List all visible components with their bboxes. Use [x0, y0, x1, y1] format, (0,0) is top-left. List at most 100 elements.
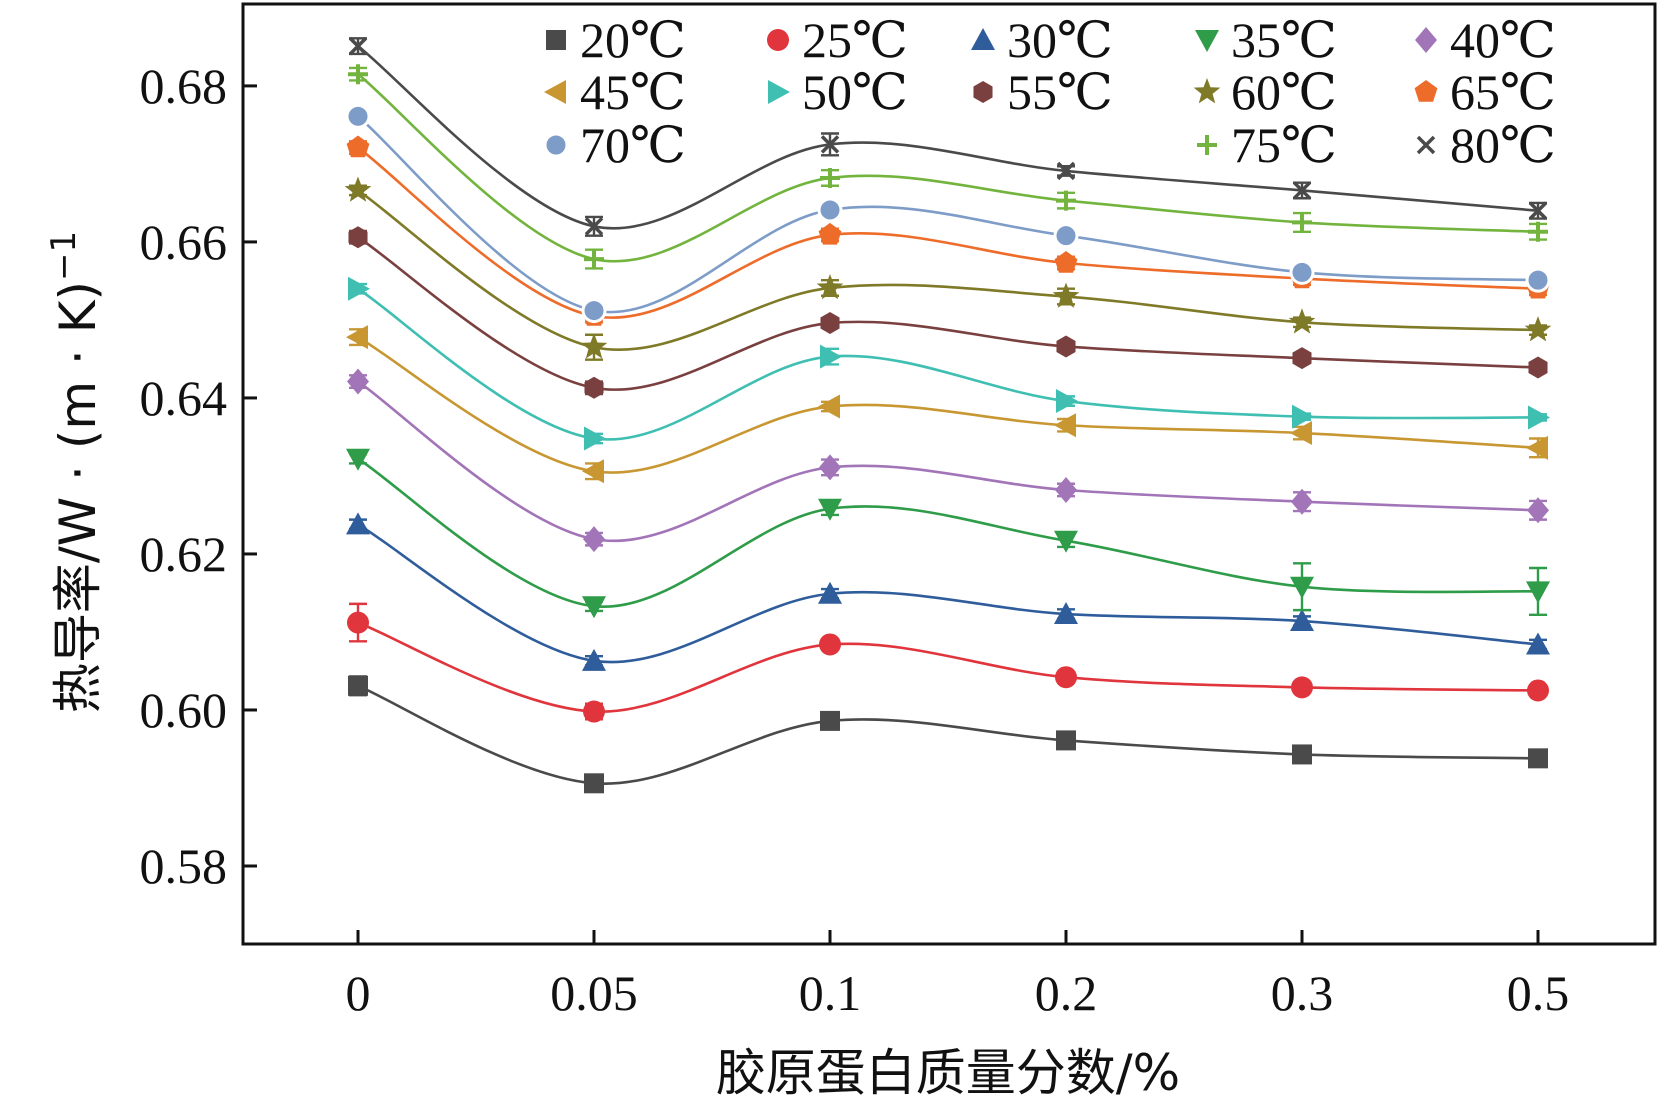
data-point [1292, 212, 1312, 233]
data-point [1055, 666, 1077, 689]
legend-marker [543, 132, 569, 158]
series-20℃ [348, 675, 1548, 794]
series-line [357, 115, 1539, 314]
data-point [1292, 181, 1312, 200]
legend-item: 65℃ [1414, 64, 1556, 120]
data-point [1528, 201, 1548, 220]
data-point [1292, 404, 1314, 429]
data-point [816, 273, 844, 300]
x-axis: 0 0.05 0.1 0.2 0.3 0.5 [346, 930, 1569, 1021]
legend-item: 45℃ [544, 64, 686, 120]
data-point [818, 498, 842, 521]
legend-marker [1415, 27, 1437, 53]
series-55℃ [348, 226, 1548, 399]
legend-marker [767, 29, 789, 51]
data-point [1056, 389, 1078, 414]
data-point [1052, 282, 1080, 308]
x-tick-label: 0 [346, 965, 371, 1021]
y-axis: 0.58 0.60 0.62 0.64 0.66 0.68 [140, 58, 257, 894]
data-point [819, 454, 841, 481]
legend-marker [1414, 80, 1438, 102]
legend-label: 60℃ [1231, 64, 1337, 120]
data-point [1288, 308, 1316, 334]
series-line [357, 684, 1539, 785]
legend-label: 75℃ [1231, 117, 1337, 173]
legend-item: 80℃ [1416, 117, 1556, 173]
data-point [348, 36, 368, 56]
legend-label: 70℃ [580, 117, 686, 173]
data-point [820, 312, 840, 335]
data-point [1054, 250, 1078, 273]
data-point [818, 581, 842, 604]
legend-label: 25℃ [802, 12, 908, 68]
y-axis-title-superscript: −1 [44, 231, 84, 281]
data-point [583, 526, 605, 553]
series-50℃ [348, 276, 1550, 451]
y-tick-label: 0.60 [140, 682, 228, 738]
x-axis-title: 胶原蛋白质量分数/% [716, 1044, 1180, 1102]
series-40℃ [347, 368, 1549, 553]
data-point [346, 135, 370, 158]
data-point [818, 222, 842, 245]
y-tick-label: 0.68 [140, 58, 228, 114]
data-point [1056, 190, 1076, 211]
data-point [347, 611, 369, 634]
series-30℃ [346, 512, 1550, 671]
series-line [357, 287, 1539, 441]
series-75℃ [348, 64, 1548, 270]
legend-marker [1197, 135, 1217, 155]
data-point [1526, 632, 1550, 655]
data-point [1526, 435, 1548, 460]
series-line [357, 457, 1539, 608]
data-point [581, 298, 607, 324]
legend-item: 20℃ [546, 12, 686, 68]
data-point [1528, 405, 1550, 430]
data-point [1289, 259, 1315, 285]
series-line [357, 380, 1539, 543]
data-point [818, 394, 840, 419]
data-point [1290, 421, 1312, 446]
x-tick-label: 0.2 [1035, 965, 1098, 1021]
data-point [584, 376, 604, 399]
series-70℃ [345, 103, 1551, 324]
legend-item: 60℃ [1193, 64, 1337, 120]
data-point [580, 333, 608, 359]
data-point [1525, 267, 1551, 293]
data-point [583, 700, 605, 723]
data-point [1292, 347, 1312, 370]
data-point [582, 459, 604, 484]
data-point [1056, 335, 1076, 358]
legend-item: 75℃ [1197, 117, 1337, 173]
series-65℃ [346, 135, 1550, 326]
series-45℃ [346, 325, 1548, 484]
data-point [1290, 609, 1314, 632]
legend-marker [544, 80, 566, 104]
series-line [357, 621, 1539, 713]
legend-label: 45℃ [580, 64, 686, 120]
data-point [1526, 581, 1550, 604]
data-point [582, 596, 606, 619]
legend-label: 35℃ [1231, 12, 1337, 68]
series-line [357, 189, 1539, 352]
data-point [1290, 576, 1314, 599]
y-axis-title-main: 热导率/W · (m · K) [49, 281, 107, 713]
data-point [584, 426, 606, 451]
series-line [357, 236, 1539, 391]
data-point [348, 276, 370, 301]
data-point [1055, 476, 1077, 503]
data-point [1527, 497, 1549, 524]
x-tick-label: 0.05 [550, 965, 638, 1021]
data-point [1053, 223, 1079, 249]
data-point [348, 226, 368, 249]
x-tick-label: 0.1 [799, 965, 862, 1021]
data-point [348, 675, 368, 696]
legend-item: 70℃ [543, 117, 686, 173]
data-point [584, 773, 604, 794]
legend-label: 65℃ [1450, 64, 1556, 120]
legend-marker [768, 80, 790, 104]
data-point [344, 176, 372, 202]
data-point [346, 325, 368, 350]
data-point [1291, 488, 1313, 515]
legend-label: 20℃ [580, 12, 686, 68]
data-point [345, 103, 371, 129]
